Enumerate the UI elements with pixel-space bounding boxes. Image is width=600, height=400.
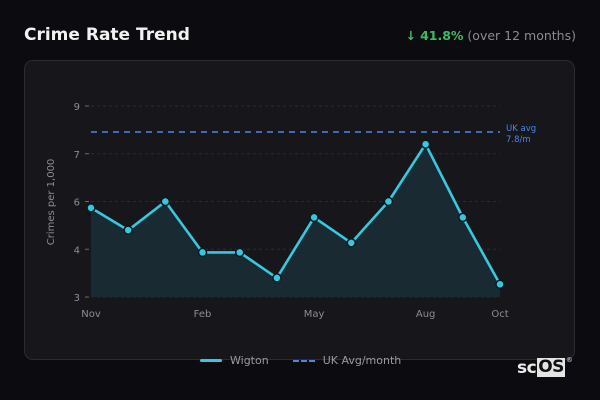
x-axis: Nov Feb May Aug Oct (81, 309, 508, 320)
chart-title: Crime Rate Trend (24, 25, 190, 45)
y-axis: 9 7 6 4 3 (74, 102, 89, 304)
legend-label: UK Avg/month (322, 354, 402, 367)
legend-label: Wigton (230, 354, 269, 367)
solid-line-icon (200, 359, 222, 362)
series-line-wigton (90, 142, 502, 285)
dashed-line-icon (292, 359, 315, 362)
svg-text:3: 3 (74, 293, 80, 304)
change-summary: ↓ 41.8% (over 12 months) (406, 28, 576, 43)
down-arrow-icon: ↓ (405, 28, 417, 43)
svg-text:Aug: Aug (416, 309, 436, 320)
y-axis-label: Crimes per 1,000 (46, 159, 57, 246)
scos-logo: sc OS ® (517, 356, 573, 378)
logo-text: sc (517, 358, 537, 378)
change-period: (over 12 months) (467, 28, 576, 43)
svg-text:9: 9 (74, 102, 80, 113)
chart-panel (24, 60, 575, 360)
svg-text:4: 4 (74, 245, 80, 256)
svg-text:Oct: Oct (491, 309, 508, 320)
chart-legend: Wigton UK Avg/month (200, 354, 425, 367)
svg-text:May: May (304, 309, 325, 320)
svg-text:7: 7 (74, 150, 80, 161)
registered-mark: ® (565, 356, 573, 364)
uk-average-annotation-value: 7.8/m (506, 135, 531, 145)
uk-average-annotation: UK avg (506, 124, 536, 134)
change-percent: 41.8% (420, 28, 464, 43)
svg-text:Nov: Nov (81, 309, 101, 320)
data-points (86, 139, 505, 290)
legend-item-uk-avg[interactable]: UK Avg/month (292, 354, 402, 367)
svg-text:Feb: Feb (194, 309, 212, 320)
legend-item-wigton[interactable]: Wigton (200, 354, 269, 367)
logo-text-box: OS (537, 357, 565, 377)
svg-text:6: 6 (74, 198, 80, 209)
series-area-fill (91, 144, 500, 297)
